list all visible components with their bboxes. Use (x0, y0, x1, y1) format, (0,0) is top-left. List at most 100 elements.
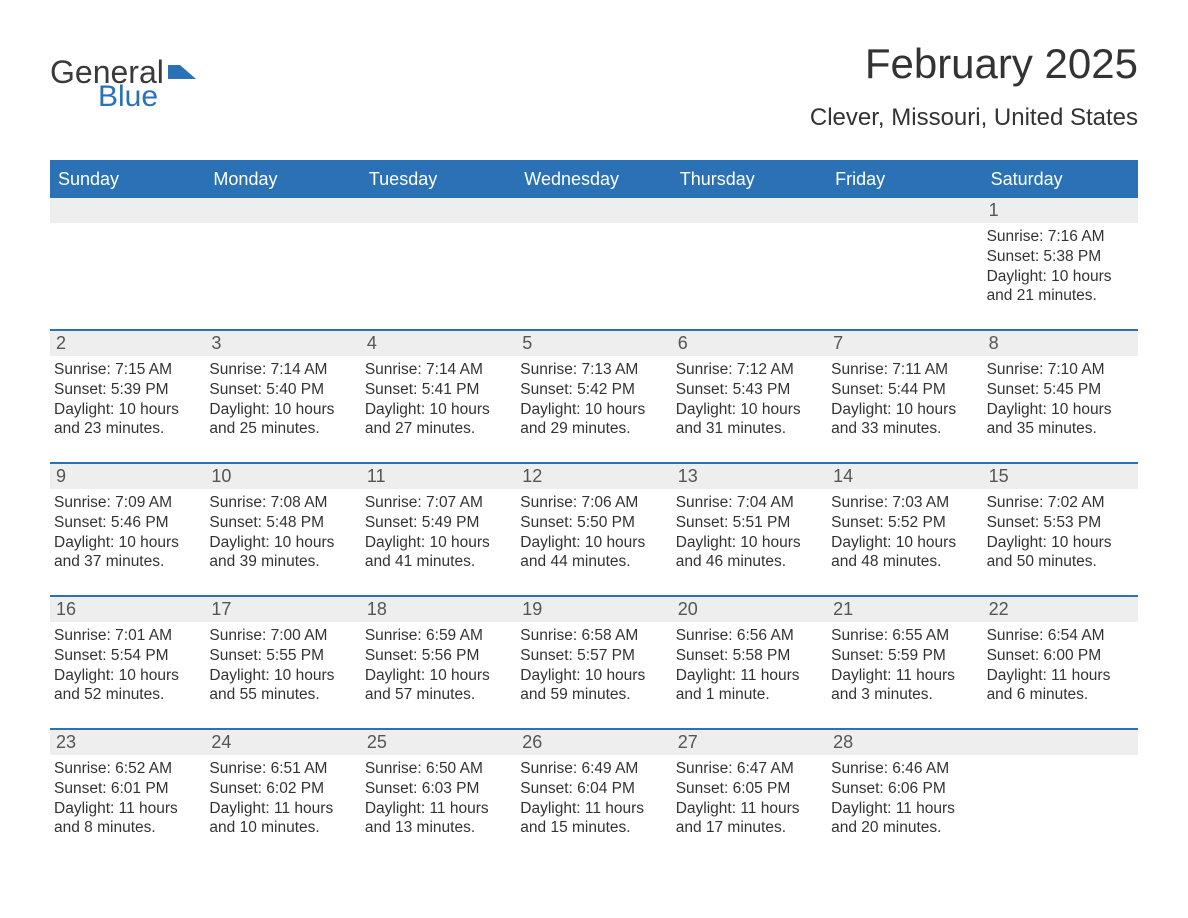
daylight1-text: Daylight: 11 hours (365, 799, 510, 819)
title-block: February 2025 Clever, Missouri, United S… (810, 40, 1138, 132)
sunset-text: Sunset: 6:06 PM (831, 779, 976, 799)
daylight1-text: Daylight: 11 hours (676, 799, 821, 819)
day-number: 19 (516, 597, 671, 622)
day-cell: Sunrise: 6:56 AMSunset: 5:58 PMDaylight:… (672, 622, 827, 728)
weekday-header: Monday (205, 163, 360, 198)
daylight1-text: Daylight: 10 hours (209, 533, 354, 553)
sunset-text: Sunset: 6:04 PM (520, 779, 665, 799)
day-cell (827, 223, 982, 329)
day-number: 2 (50, 331, 205, 356)
day-number: 17 (205, 597, 360, 622)
daylight1-text: Daylight: 10 hours (520, 400, 665, 420)
daylight1-text: Daylight: 10 hours (54, 533, 199, 553)
day-cell (672, 223, 827, 329)
daylight2-text: and 44 minutes. (520, 552, 665, 572)
daylight2-text: and 6 minutes. (987, 685, 1132, 705)
daylight1-text: Daylight: 11 hours (676, 666, 821, 686)
sunrise-text: Sunrise: 6:51 AM (209, 759, 354, 779)
daylight2-text: and 21 minutes. (987, 286, 1132, 306)
sunset-text: Sunset: 5:57 PM (520, 646, 665, 666)
sunrise-text: Sunrise: 7:09 AM (54, 493, 199, 513)
day-number: 14 (827, 464, 982, 489)
daylight2-text: and 1 minute. (676, 685, 821, 705)
sunrise-text: Sunrise: 7:02 AM (987, 493, 1132, 513)
logo-word-blue: Blue (98, 82, 198, 112)
day-number (983, 730, 1138, 755)
daylight1-text: Daylight: 10 hours (676, 533, 821, 553)
day-number: 13 (672, 464, 827, 489)
daylight2-text: and 55 minutes. (209, 685, 354, 705)
day-number (50, 198, 205, 223)
daylight2-text: and 57 minutes. (365, 685, 510, 705)
sunset-text: Sunset: 5:42 PM (520, 380, 665, 400)
day-number: 25 (361, 730, 516, 755)
day-cell: Sunrise: 7:02 AMSunset: 5:53 PMDaylight:… (983, 489, 1138, 595)
weekday-header: Sunday (50, 163, 205, 198)
weekday-header: Thursday (672, 163, 827, 198)
daylight1-text: Daylight: 10 hours (54, 400, 199, 420)
day-cell: Sunrise: 7:13 AMSunset: 5:42 PMDaylight:… (516, 356, 671, 462)
sunset-text: Sunset: 6:03 PM (365, 779, 510, 799)
day-cell: Sunrise: 7:12 AMSunset: 5:43 PMDaylight:… (672, 356, 827, 462)
calendar-week: 1Sunrise: 7:16 AMSunset: 5:38 PMDaylight… (50, 198, 1138, 329)
daylight2-text: and 46 minutes. (676, 552, 821, 572)
daylight1-text: Daylight: 10 hours (987, 400, 1132, 420)
sunrise-text: Sunrise: 7:11 AM (831, 360, 976, 380)
daylight2-text: and 52 minutes. (54, 685, 199, 705)
day-number: 22 (983, 597, 1138, 622)
daylight2-text: and 37 minutes. (54, 552, 199, 572)
day-number: 12 (516, 464, 671, 489)
day-number-row: 232425262728 (50, 730, 1138, 755)
sunset-text: Sunset: 5:39 PM (54, 380, 199, 400)
day-number: 1 (983, 198, 1138, 223)
day-number: 8 (983, 331, 1138, 356)
daylight2-text: and 17 minutes. (676, 818, 821, 838)
day-cell: Sunrise: 6:54 AMSunset: 6:00 PMDaylight:… (983, 622, 1138, 728)
sunrise-text: Sunrise: 7:14 AM (209, 360, 354, 380)
daylight2-text: and 29 minutes. (520, 419, 665, 439)
calendar-week: 2345678Sunrise: 7:15 AMSunset: 5:39 PMDa… (50, 329, 1138, 462)
sunrise-text: Sunrise: 7:15 AM (54, 360, 199, 380)
daylight2-text: and 13 minutes. (365, 818, 510, 838)
day-cell: Sunrise: 6:58 AMSunset: 5:57 PMDaylight:… (516, 622, 671, 728)
calendar-week: 232425262728Sunrise: 6:52 AMSunset: 6:01… (50, 728, 1138, 861)
page-header: General Blue February 2025 Clever, Misso… (50, 40, 1138, 132)
daylight1-text: Daylight: 11 hours (831, 666, 976, 686)
sunrise-text: Sunrise: 6:46 AM (831, 759, 976, 779)
sunrise-text: Sunrise: 7:13 AM (520, 360, 665, 380)
day-number: 15 (983, 464, 1138, 489)
weekday-header: Wednesday (516, 163, 671, 198)
day-cell: Sunrise: 7:07 AMSunset: 5:49 PMDaylight:… (361, 489, 516, 595)
sunrise-text: Sunrise: 6:50 AM (365, 759, 510, 779)
sunset-text: Sunset: 5:44 PM (831, 380, 976, 400)
day-cell: Sunrise: 7:11 AMSunset: 5:44 PMDaylight:… (827, 356, 982, 462)
daylight1-text: Daylight: 10 hours (520, 666, 665, 686)
daylight2-text: and 35 minutes. (987, 419, 1132, 439)
day-number: 18 (361, 597, 516, 622)
sunset-text: Sunset: 5:59 PM (831, 646, 976, 666)
calendar-week: 9101112131415Sunrise: 7:09 AMSunset: 5:4… (50, 462, 1138, 595)
day-number (827, 198, 982, 223)
sunrise-text: Sunrise: 7:10 AM (987, 360, 1132, 380)
daylight1-text: Daylight: 11 hours (831, 799, 976, 819)
logo-flag-icon (168, 59, 198, 84)
day-cell: Sunrise: 6:47 AMSunset: 6:05 PMDaylight:… (672, 755, 827, 861)
sunrise-text: Sunrise: 7:16 AM (987, 227, 1132, 247)
sunrise-text: Sunrise: 6:58 AM (520, 626, 665, 646)
day-number (672, 198, 827, 223)
calendar-week: 16171819202122Sunrise: 7:01 AMSunset: 5:… (50, 595, 1138, 728)
daylight2-text: and 10 minutes. (209, 818, 354, 838)
day-cell: Sunrise: 7:04 AMSunset: 5:51 PMDaylight:… (672, 489, 827, 595)
daylight1-text: Daylight: 10 hours (987, 267, 1132, 287)
daylight2-text: and 27 minutes. (365, 419, 510, 439)
sunrise-text: Sunrise: 7:14 AM (365, 360, 510, 380)
weekday-header: Friday (827, 163, 982, 198)
day-number-row: 1 (50, 198, 1138, 223)
day-cell: Sunrise: 6:51 AMSunset: 6:02 PMDaylight:… (205, 755, 360, 861)
daylight1-text: Daylight: 10 hours (365, 666, 510, 686)
daylight2-text: and 41 minutes. (365, 552, 510, 572)
day-number: 10 (205, 464, 360, 489)
day-cell: Sunrise: 7:00 AMSunset: 5:55 PMDaylight:… (205, 622, 360, 728)
sunset-text: Sunset: 5:41 PM (365, 380, 510, 400)
day-number: 7 (827, 331, 982, 356)
